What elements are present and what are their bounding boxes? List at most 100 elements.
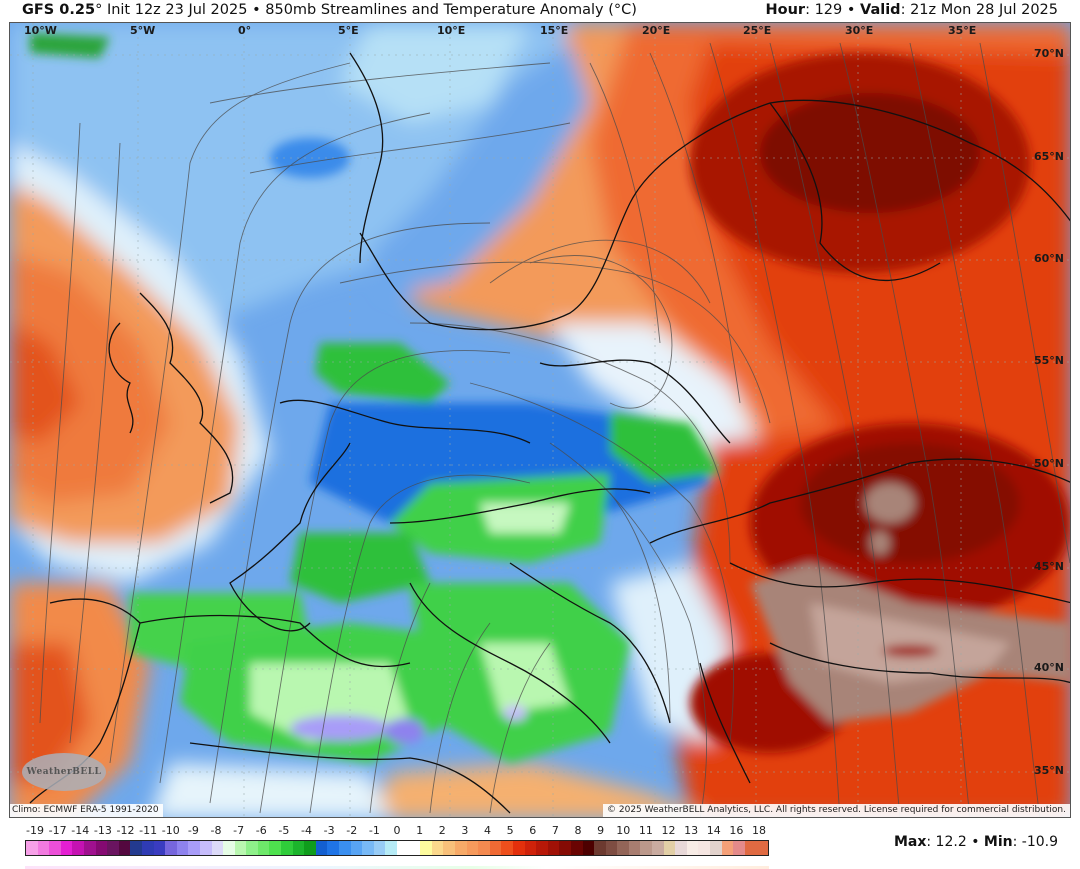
- colorbar-reflection: [25, 866, 769, 869]
- colorbar-cell: [350, 841, 363, 855]
- colorbar-cell: [188, 841, 200, 855]
- latitude-label: 65°N: [1033, 150, 1064, 163]
- colorbar-cell: [83, 841, 96, 855]
- valid-value: : 21z Mon 28 Jul 2025: [900, 2, 1058, 18]
- colorbar-tick-label: 4: [484, 824, 491, 837]
- colorbar-tick-label: -9: [187, 824, 199, 837]
- longitude-label: 5°W: [130, 24, 156, 37]
- colorbar-cell: [756, 841, 768, 855]
- max-label: Max: [893, 834, 927, 850]
- colorbar-cell: [26, 841, 38, 855]
- degree-symbol: °: [95, 2, 103, 18]
- colorbar-cell: [478, 841, 490, 855]
- colorbar-tick-label: -10: [161, 824, 180, 837]
- colorbar-tick-label: -2: [346, 824, 358, 837]
- valid-time-info: Hour: 129 • Valid: 21z Mon 28 Jul 2025: [766, 2, 1059, 18]
- colorbar-tick-label: -14: [71, 824, 90, 837]
- longitude-label: 10°W: [24, 24, 57, 37]
- colorbar-cell: [72, 841, 84, 855]
- colorbar-cell: [454, 841, 467, 855]
- valid-separator: •: [846, 2, 856, 18]
- colorbar: [25, 840, 769, 856]
- colorbar-cell: [466, 841, 479, 855]
- model-name: GFS 0.25: [22, 2, 96, 18]
- colorbar-cell: [339, 841, 351, 855]
- colorbar-tick-label: 9: [597, 824, 605, 837]
- colorbar-cell: [246, 841, 258, 855]
- valid-label: Valid: [860, 2, 901, 18]
- max-value: : 12.2: [926, 834, 967, 850]
- map-header: GFS 0.25° Init 12z 23 Jul 2025 • 850mb S…: [0, 0, 1080, 22]
- colorbar-tick-label: 10: [616, 824, 631, 837]
- colorbar-cell: [512, 841, 525, 855]
- min-label: Min: [983, 834, 1013, 850]
- colorbar-tick-label: -4: [301, 824, 312, 837]
- colorbar-cell: [141, 841, 154, 855]
- colorbar-tick-label: 18: [752, 824, 766, 837]
- colorbar-tick-label: 6: [529, 824, 537, 837]
- colorbar-cell: [420, 841, 432, 855]
- hour-label: Hour: [765, 2, 806, 18]
- colorbar-cell: [362, 841, 374, 855]
- colorbar-cell: [373, 841, 386, 855]
- colorbar-tick-label: -12: [116, 824, 135, 837]
- colorbar-tick-label: -1: [368, 824, 380, 837]
- colorbar-cell: [211, 841, 224, 855]
- colorbar-tick-label: 2: [438, 824, 446, 837]
- weatherbell-logo: WeatherBELL: [22, 753, 106, 791]
- colorbar-tick-label: 1: [416, 824, 424, 837]
- colorbar-cell: [570, 841, 583, 855]
- colorbar-cell: [640, 841, 653, 855]
- colorbar-cell: [675, 841, 687, 855]
- colorbar-cell: [397, 841, 409, 855]
- colorbar-tick-label: -11: [139, 824, 158, 837]
- colorbar-tick-label: -6: [255, 824, 267, 837]
- latitude-label: 60°N: [1033, 252, 1064, 265]
- maxmin-separator: •: [971, 834, 980, 850]
- colorbar-cell: [327, 841, 340, 855]
- colorbar-cell: [663, 841, 676, 855]
- colorbar-cell: [489, 841, 502, 855]
- climatology-note: Climo: ECMWF ERA-5 1991-2020: [10, 804, 163, 817]
- colorbar-cell: [605, 841, 618, 855]
- product-name: 850mb Streamlines and Temperature Anomal…: [265, 2, 637, 18]
- colorbar-cell: [107, 841, 119, 855]
- min-value: : -10.9: [1012, 834, 1058, 850]
- colorbar-tick-label: 12: [661, 824, 676, 837]
- colorbar-tick-label: 7: [551, 824, 559, 837]
- colorbar-cell: [536, 841, 548, 855]
- anomaly-map: WeatherBELL 10°W 5°W 0° 5°E 10°E 15°E 20…: [9, 22, 1071, 818]
- colorbar-cell: [165, 841, 177, 855]
- colorbar-tick-label: -13: [93, 824, 112, 837]
- latitude-label: 55°N: [1033, 354, 1064, 367]
- temperature-anomaly-field: [10, 23, 1070, 817]
- hour-value: : 129: [805, 2, 843, 18]
- colorbar-cell: [49, 841, 61, 855]
- colorbar-tick-label: -5: [278, 824, 290, 837]
- colorbar-tick-label: 8: [574, 824, 582, 837]
- colorbar-cell: [130, 841, 142, 855]
- colorbar-cell: [257, 841, 270, 855]
- colorbar-tick-label: 5: [506, 824, 514, 837]
- colorbar-cell: [547, 841, 560, 855]
- colorbar-tick-label: 0: [393, 824, 401, 837]
- colorbar-cell: [153, 841, 166, 855]
- colorbar-cell: [304, 841, 316, 855]
- colorbar-cell: [744, 841, 757, 855]
- colorbar-tick-labels: -19 -17 -14 -13 -12 -11 -10 -9 -8 -7 -6 -5 -4 -3 -2 -1 0…: [25, 824, 769, 838]
- colorbar-cell: [733, 841, 745, 855]
- latitude-label: 35°N: [1033, 764, 1064, 777]
- colorbar-tick-label: 11: [638, 824, 653, 837]
- colorbar-cell: [559, 841, 571, 855]
- longitude-label: 0°: [238, 24, 252, 37]
- colorbar-cell: [269, 841, 282, 855]
- colorbar-cell: [617, 841, 629, 855]
- colorbar-cell: [315, 841, 328, 855]
- max-min-summary: Max: 12.2 • Min: -10.9: [894, 834, 1058, 850]
- colorbar-cell: [60, 841, 73, 855]
- colorbar-cell: [501, 841, 513, 855]
- colorbar-cell: [385, 841, 397, 855]
- colorbar-cell: [721, 841, 734, 855]
- title-separator: •: [252, 2, 261, 18]
- map-title: GFS 0.25° Init 12z 23 Jul 2025 • 850mb S…: [22, 2, 637, 18]
